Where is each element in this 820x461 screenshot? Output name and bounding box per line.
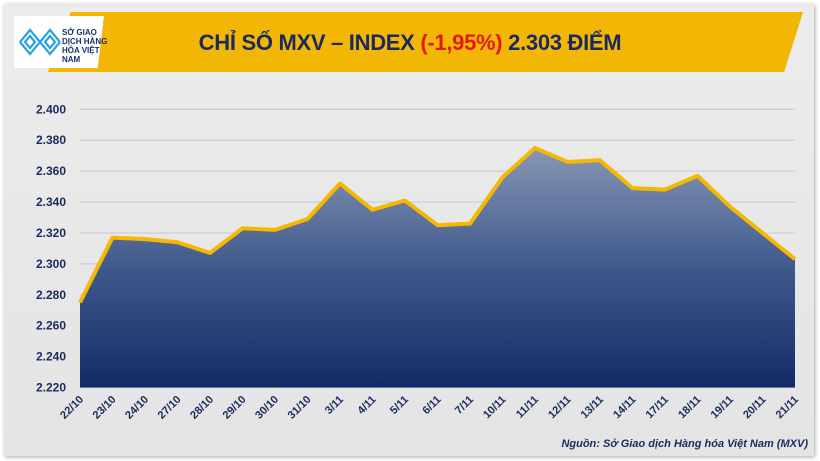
y-tick-label: 2.380 (36, 133, 66, 147)
source-note: Nguồn: Sở Giao dịch Hàng hóa Việt Nam (M… (561, 438, 808, 450)
title-suffix: 2.303 ĐIỂM (508, 30, 622, 55)
x-tick-label: 5/11 (388, 394, 411, 417)
x-tick-label: 20/11 (741, 394, 769, 422)
y-tick-label: 2.220 (36, 381, 66, 395)
y-tick-label: 2.300 (36, 257, 66, 271)
x-tick-label: 29/10 (221, 394, 249, 422)
y-tick-label: 2.400 (36, 102, 66, 116)
y-tick-label: 2.260 (36, 319, 66, 333)
x-tick-label: 30/10 (253, 394, 281, 422)
x-tick-label: 13/11 (579, 394, 607, 422)
x-tick-label: 17/11 (644, 394, 672, 422)
title-change: (-1,95%) (420, 30, 503, 55)
logo-text: SỞ GIAO DỊCH HÀNG HÓA VIỆT NAM (62, 28, 108, 64)
x-tick-label: 7/11 (453, 394, 476, 417)
x-tick-label: 31/10 (286, 394, 314, 422)
x-tick-label: 11/11 (514, 394, 541, 421)
title-prefix: CHỈ SỐ MXV – INDEX (198, 30, 415, 55)
x-tick-label: 14/11 (611, 394, 639, 422)
area-fill (80, 147, 795, 388)
x-tick-label: 27/10 (156, 394, 184, 422)
x-tick-label: 3/11 (323, 394, 346, 417)
x-tick-label: 22/10 (58, 394, 86, 422)
y-tick-label: 2.360 (36, 164, 66, 178)
mxv-logo (14, 16, 104, 68)
x-tick-label: 18/11 (676, 394, 704, 422)
logo-mark-icon (19, 28, 61, 56)
x-tick-label: 10/11 (481, 394, 509, 422)
chart-title: CHỈ SỐ MXV – INDEX (-1,95%) 2.303 ĐIỂM (0, 30, 820, 56)
x-tick-label: 21/11 (774, 394, 802, 422)
x-tick-label: 28/10 (188, 394, 216, 422)
x-tick-label: 23/10 (91, 394, 119, 422)
x-tick-label: 24/10 (123, 394, 151, 422)
x-tick-label: 6/11 (420, 394, 443, 417)
y-tick-label: 2.280 (36, 288, 66, 302)
x-tick-label: 4/11 (355, 394, 378, 417)
x-tick-label: 12/11 (546, 394, 574, 422)
y-tick-label: 2.240 (36, 350, 66, 364)
y-tick-label: 2.340 (36, 195, 66, 209)
x-tick-label: 19/11 (709, 394, 737, 422)
y-tick-label: 2.320 (36, 226, 66, 240)
title-banner (48, 12, 803, 72)
